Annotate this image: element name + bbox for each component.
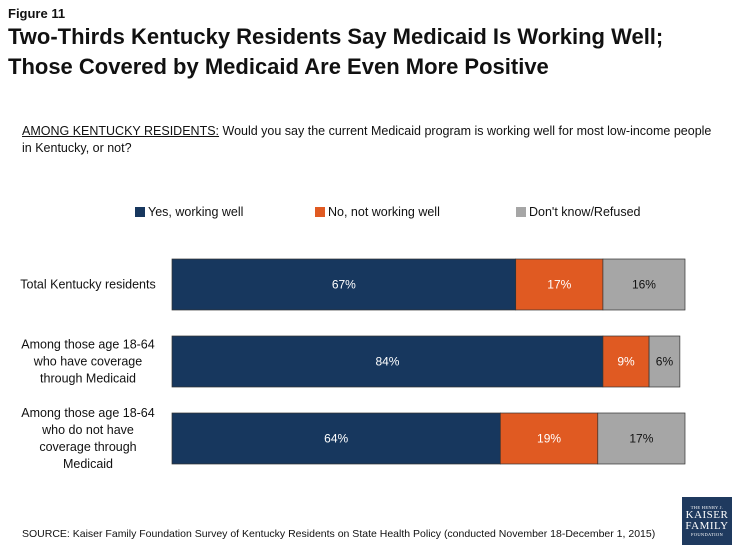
chart-title: Two-Thirds Kentucky Residents Say Medica… [8, 22, 728, 82]
title-line-1: Two-Thirds Kentucky Residents Say Medica… [8, 24, 664, 49]
bar-segment [597, 412, 686, 465]
survey-question: AMONG KENTUCKY RESIDENTS: Would you say … [22, 123, 722, 157]
category-label: Among those age 18-64 who do not have cove… [21, 406, 154, 471]
data-label: 17% [629, 432, 653, 446]
legend-item-no: No, not working well [315, 205, 440, 219]
bar-segment [171, 258, 517, 311]
data-label: 84% [375, 355, 399, 369]
bar-segment [171, 412, 501, 465]
logo-line-4: FOUNDATION [691, 532, 723, 537]
question-prefix: AMONG KENTUCKY RESIDENTS: [22, 124, 220, 138]
source-note: SOURCE: Kaiser Family Foundation Survey … [22, 528, 656, 540]
bar-segment [499, 412, 599, 465]
logo-line-3: FAMILY [685, 520, 729, 532]
legend-item-dont-know: Don't know/Refused [516, 205, 640, 219]
bar-segment [171, 335, 604, 388]
bar-segment [602, 258, 686, 311]
data-label: 9% [617, 355, 635, 369]
logo-line-2: KAISER [685, 509, 729, 521]
data-label: 19% [537, 432, 561, 446]
question-text: Would you say the current Medicaid progr… [22, 124, 712, 155]
data-label: 64% [324, 432, 348, 446]
legend-label-dont-know: Don't know/Refused [529, 205, 641, 219]
logo-line-1: THE HENRY J. [690, 505, 724, 510]
data-label: 17% [547, 278, 571, 292]
data-label: 67% [332, 278, 356, 292]
data-label: 16% [632, 278, 656, 292]
title-line-2: Those Covered by Medicaid Are Even More … [8, 54, 549, 79]
legend-swatch-no [315, 207, 325, 217]
category-label: Total Kentucky residents [20, 278, 156, 292]
data-label: 6% [656, 355, 674, 369]
legend-swatch-dont-know [516, 207, 526, 217]
legend-label-yes: Yes, working well [148, 205, 244, 219]
kff-logo: THE HENRY J. KAISER FAMILY FOUNDATION [682, 497, 732, 545]
bar-segment [515, 258, 604, 311]
legend-label-no: No, not working well [328, 205, 440, 219]
bar-segment [602, 335, 650, 388]
bar-segment [648, 335, 681, 388]
figure-label: Figure 11 [8, 6, 66, 21]
legend-item-yes: Yes, working well [135, 205, 243, 219]
category-label: Among those age 18-64 who have coverage th… [21, 338, 154, 386]
legend-swatch-yes [135, 207, 145, 217]
